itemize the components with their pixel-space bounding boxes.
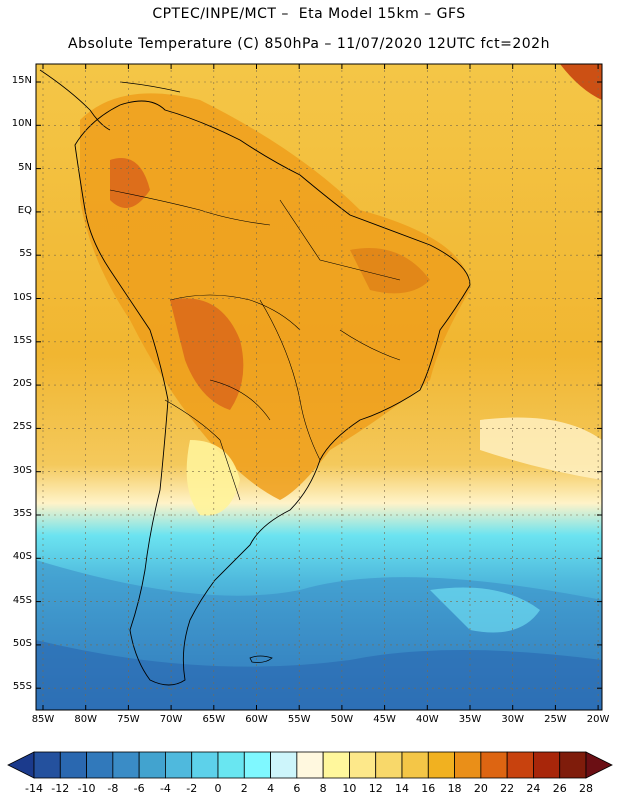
colorbar-box bbox=[217, 751, 245, 779]
lat-label: 55S bbox=[12, 681, 32, 693]
lat-label: 40S bbox=[12, 551, 32, 563]
map-frame bbox=[35, 63, 603, 711]
lat-label: 30S bbox=[12, 464, 32, 476]
colorbar-tick-label: 0 bbox=[214, 782, 222, 795]
colorbar-tick-label: 14 bbox=[395, 782, 409, 795]
colorbar-tick-label: -8 bbox=[107, 782, 119, 795]
colorbar-box bbox=[559, 751, 587, 779]
colorbar-box bbox=[322, 751, 350, 779]
colorbar-box bbox=[112, 751, 140, 779]
lat-label: 35S bbox=[12, 508, 32, 519]
colorbar bbox=[7, 751, 613, 779]
colorbar-box bbox=[270, 751, 298, 779]
lat-label: 45S bbox=[12, 594, 32, 606]
map-gridlines bbox=[36, 64, 602, 710]
lat-label: 50S bbox=[12, 637, 32, 649]
colorbar-box bbox=[375, 751, 403, 779]
colorbar-box bbox=[86, 751, 114, 779]
lon-label: 40W bbox=[415, 714, 439, 725]
lon-label: 55W bbox=[287, 714, 311, 725]
colorbar-box bbox=[59, 751, 87, 779]
colorbar-tick-label: 18 bbox=[447, 782, 462, 795]
colorbar-box bbox=[454, 751, 482, 779]
colorbar-box bbox=[533, 751, 561, 779]
colorbar-box bbox=[480, 751, 508, 779]
lat-label: 5S bbox=[19, 248, 32, 260]
colorbar-tick-label: 12 bbox=[368, 782, 383, 795]
lon-label: 80W bbox=[74, 714, 97, 725]
map-field bbox=[36, 64, 602, 710]
colorbar-tick-label: -12 bbox=[51, 782, 70, 795]
lat-label: 25S bbox=[12, 421, 32, 433]
title-line-1: CPTEC/INPE/MCT – Eta Model 15km – GFS bbox=[152, 6, 466, 22]
lon-label: 35W bbox=[458, 714, 482, 725]
lat-label: 15N bbox=[11, 75, 32, 86]
colorbar-box bbox=[349, 751, 377, 779]
colorbar-tick-label: -6 bbox=[133, 782, 145, 795]
colorbar-tick-label: 26 bbox=[552, 782, 567, 795]
colorbar-box bbox=[427, 751, 455, 779]
colorbar-tick-label: 4 bbox=[267, 782, 275, 795]
colorbar-max-arrow bbox=[585, 751, 613, 779]
lat-label: EQ bbox=[17, 204, 32, 216]
colorbar-box bbox=[243, 751, 271, 779]
colorbar-tick-label: 6 bbox=[293, 782, 301, 795]
colorbar-tick-label: 20 bbox=[473, 782, 488, 795]
colorbar-tick-label: 2 bbox=[240, 782, 248, 795]
colorbar-tick-label: 8 bbox=[319, 782, 327, 795]
colorbar-tick-label: -10 bbox=[77, 782, 96, 795]
colorbar-tick-label: 10 bbox=[342, 782, 357, 795]
colorbar-tick-label: 28 bbox=[579, 782, 593, 795]
lat-label: 10N bbox=[11, 118, 32, 130]
colorbar-box bbox=[296, 751, 324, 779]
coastline bbox=[74, 100, 471, 686]
colorbar-box bbox=[191, 751, 219, 779]
colorbar-tick-label: -14 bbox=[25, 782, 43, 795]
lon-label: 30W bbox=[501, 714, 524, 725]
colorbar-tick-label: 24 bbox=[526, 782, 541, 795]
lat-label: 10S bbox=[12, 291, 32, 303]
colorbar-tick-label: 16 bbox=[421, 782, 436, 795]
colorbar-min-arrow bbox=[7, 751, 35, 779]
lon-label: 75W bbox=[117, 714, 140, 725]
colorbar-box bbox=[138, 751, 166, 779]
colorbar-tick-label: 22 bbox=[500, 782, 515, 795]
lon-label: 85W bbox=[31, 714, 55, 725]
lon-label: 50W bbox=[330, 714, 354, 725]
colorbar-tick-label: -2 bbox=[186, 782, 198, 795]
lon-label: 45W bbox=[373, 714, 396, 725]
lat-label: 15S bbox=[12, 334, 32, 346]
colorbar-box bbox=[506, 751, 534, 779]
lon-label: 25W bbox=[544, 714, 567, 725]
lat-label: 5N bbox=[18, 161, 32, 173]
colorbar-box bbox=[401, 751, 429, 779]
lon-label: 60W bbox=[245, 714, 268, 725]
colorbar-tick-label: -4 bbox=[159, 782, 171, 795]
colorbar-box bbox=[165, 751, 193, 779]
lat-label: 20S bbox=[12, 378, 32, 390]
lon-label: 20W bbox=[586, 714, 610, 725]
lon-label: 65W bbox=[202, 714, 226, 725]
lon-label: 70W bbox=[159, 714, 183, 725]
colorbar-box bbox=[33, 751, 61, 779]
title-line-2: Absolute Temperature (C) 850hPa – 11/07/… bbox=[68, 36, 550, 52]
axis-ticks bbox=[36, 64, 602, 710]
